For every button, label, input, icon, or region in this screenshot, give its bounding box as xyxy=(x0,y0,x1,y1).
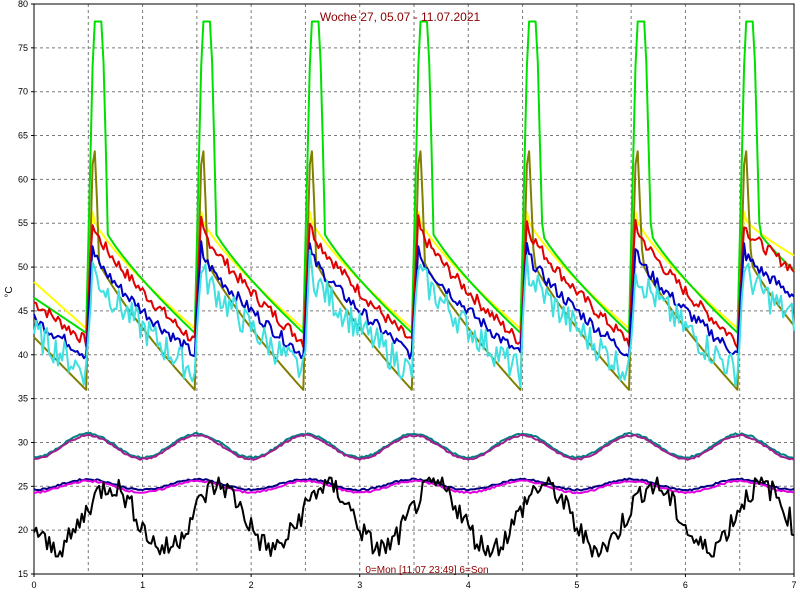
y-tick-label: 40 xyxy=(18,350,28,360)
plot-frame xyxy=(33,3,795,575)
x-tick-label: 1 xyxy=(140,580,145,590)
y-tick-label: 35 xyxy=(18,394,28,404)
x-tick-labels: 0 1 2 3 4 5 6 7 xyxy=(31,580,796,590)
chart-footer: 0=Mon [11.07 23:49] 6=Son xyxy=(365,565,488,576)
chart-title: Woche 27, 05.07 - 11.07.2021 xyxy=(320,10,481,24)
series-line xyxy=(33,214,795,349)
y-tick-label: 60 xyxy=(18,174,28,184)
y-axis-label: °C xyxy=(4,286,15,297)
x-tick-label: 3 xyxy=(357,580,362,590)
y-tick-label: 25 xyxy=(18,481,28,491)
y-tick-label: 80 xyxy=(18,0,28,9)
y-tick-label: 20 xyxy=(18,525,28,535)
y-tick-label: 15 xyxy=(18,569,28,579)
y-tick-label: 50 xyxy=(18,262,28,272)
series-line xyxy=(33,477,795,492)
x-tick-label: 2 xyxy=(249,580,254,590)
series-line xyxy=(33,479,795,495)
series-group xyxy=(33,20,795,558)
x-tick-label: 6 xyxy=(683,580,688,590)
series-line xyxy=(33,476,795,558)
x-tick-label: 4 xyxy=(466,580,471,590)
y-tick-label: 75 xyxy=(18,43,28,53)
y-tick-label: 65 xyxy=(18,131,28,141)
y-tick-label: 45 xyxy=(18,306,28,316)
x-tick-label: 0 xyxy=(31,580,36,590)
x-tick-label: 5 xyxy=(574,580,579,590)
y-tick-labels: 15 20 25 30 35 40 45 50 55 60 65 70 75 80 xyxy=(18,0,28,579)
series-line xyxy=(33,249,795,388)
axes xyxy=(31,3,795,577)
y-tick-label: 70 xyxy=(18,87,28,97)
x-tick-label: 7 xyxy=(791,580,796,590)
series-line xyxy=(33,20,795,334)
y-tick-label: 30 xyxy=(18,437,28,447)
series-line xyxy=(33,433,795,461)
y-tick-label: 55 xyxy=(18,218,28,228)
